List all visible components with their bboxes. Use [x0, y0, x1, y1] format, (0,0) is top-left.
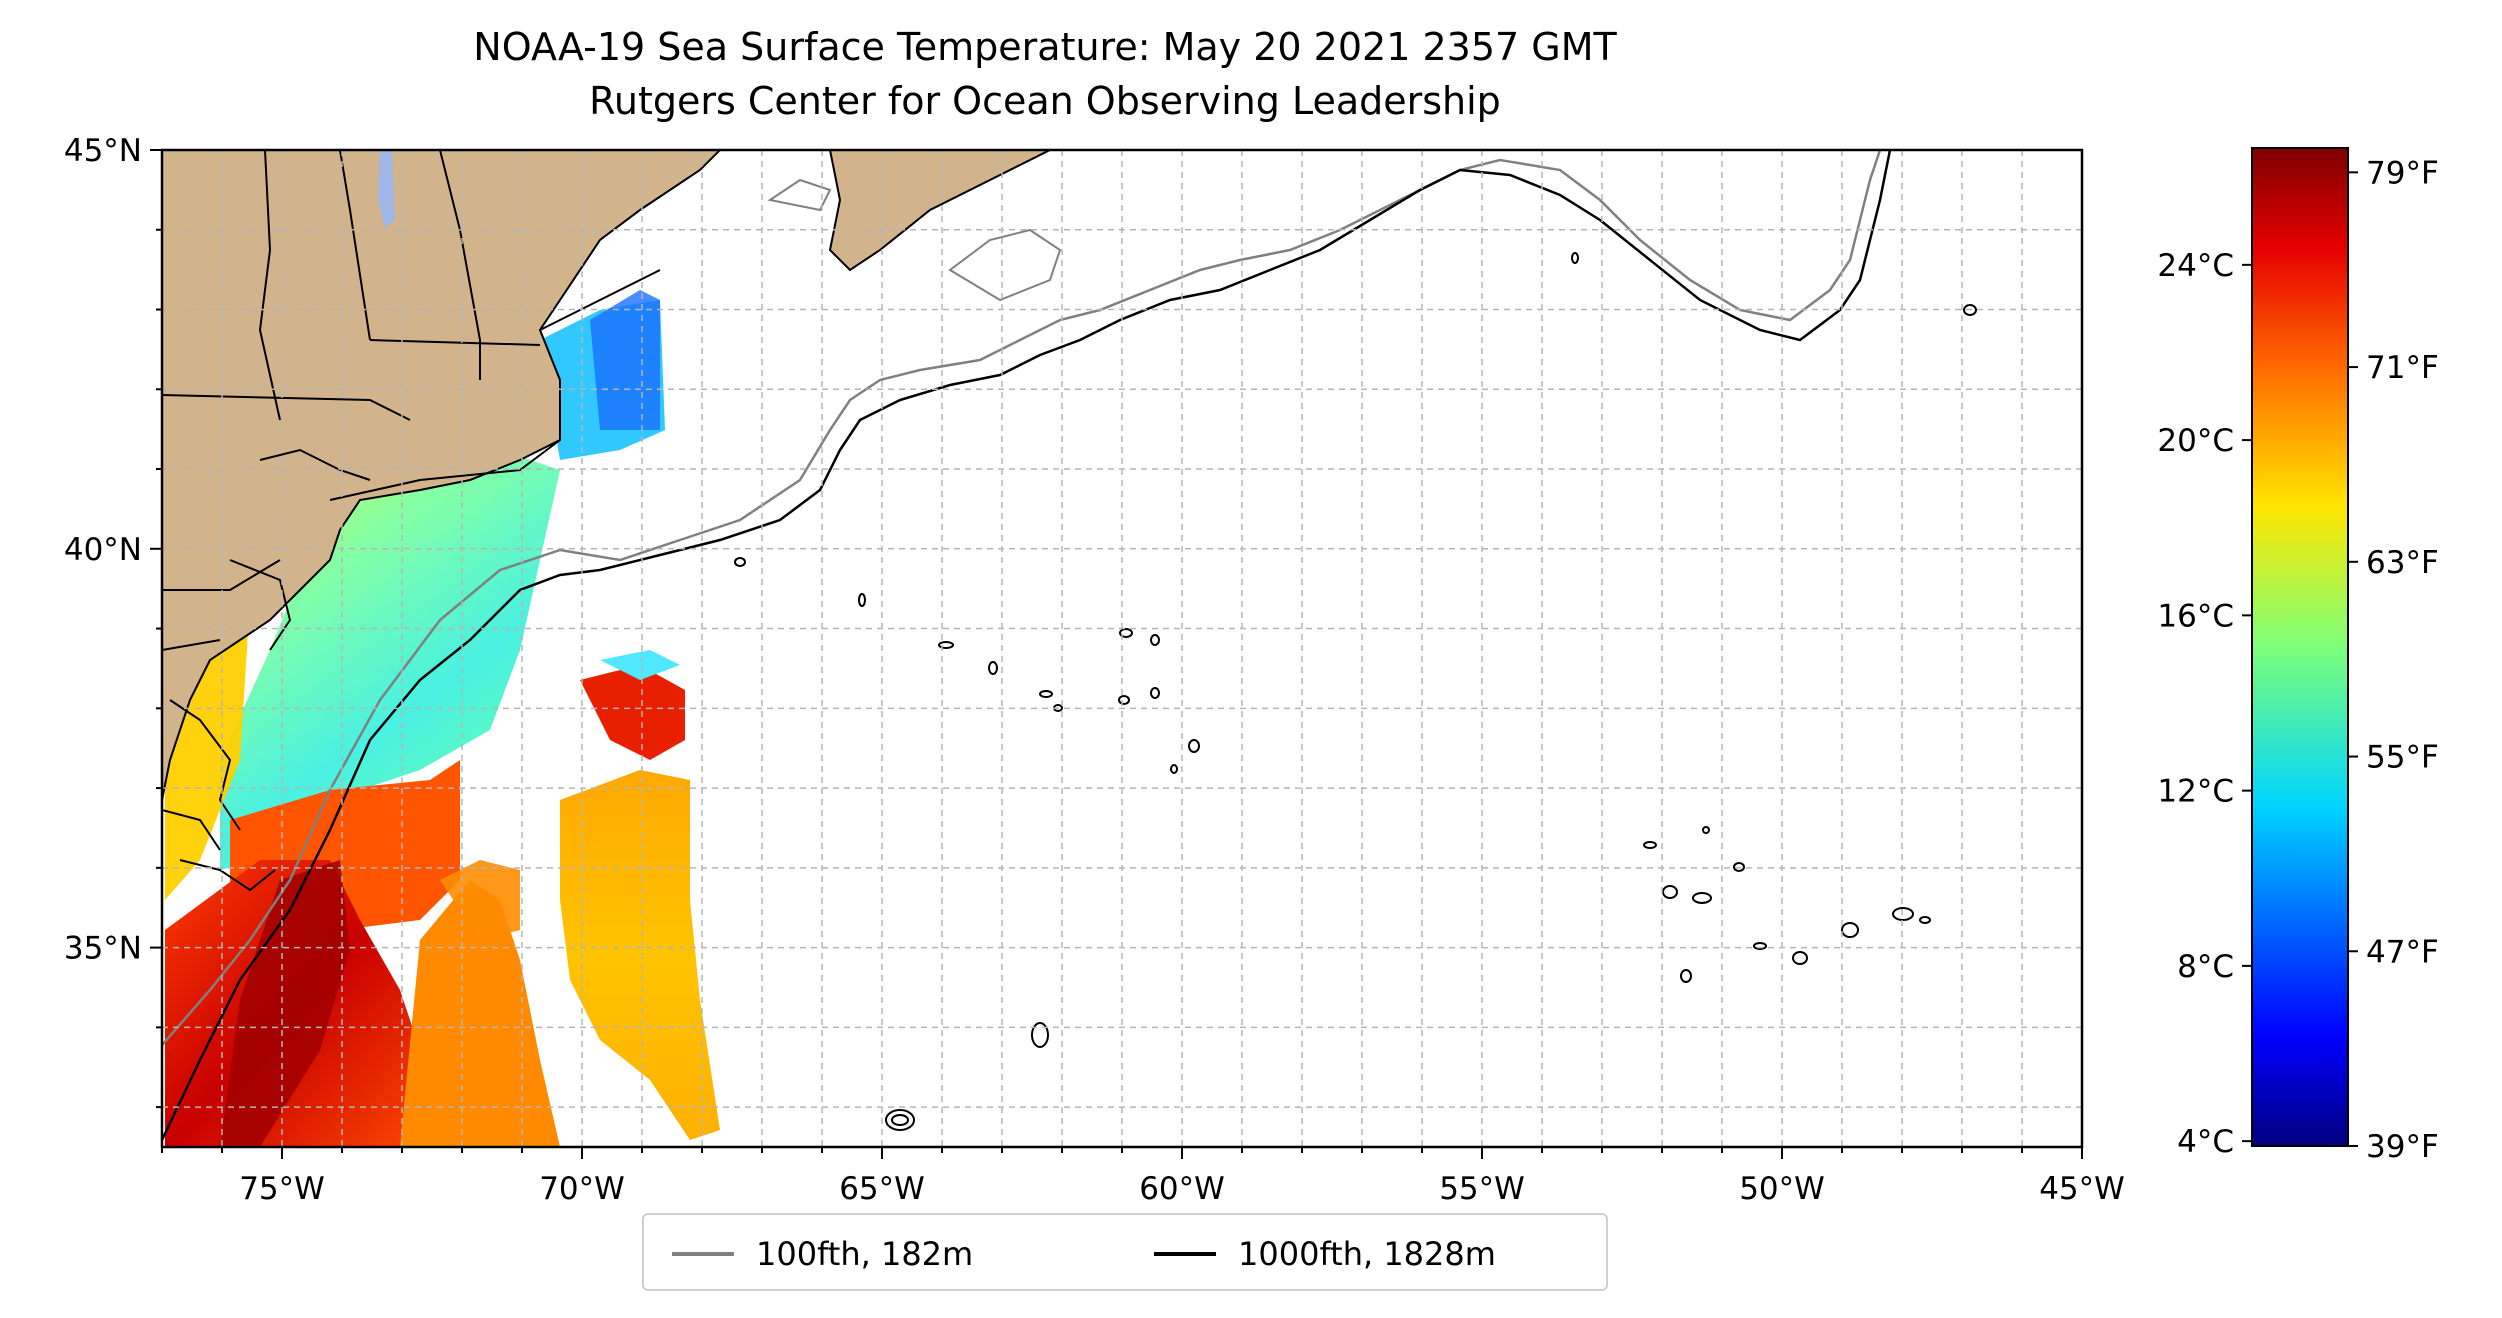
y-axis: 45°N 40°N 35°N — [64, 133, 162, 1109]
map-title: NOAA-19 Sea Surface Temperature: May 20 … — [473, 25, 1617, 69]
colorbar-celsius-label: 12°C — [2157, 774, 2234, 810]
isobath-100fth — [162, 150, 1882, 1046]
colorbar-celsius-axis: 24°C 20°C 16°C 12°C 8°C 4°C — [2157, 248, 2252, 1160]
colorbar: 24°C 20°C 16°C 12°C 8°C 4°C 79°F 71°F 63°F 55°F 4… — [2157, 147, 2439, 1165]
legend-line-black — [1154, 1252, 1216, 1256]
colorbar-fahrenheit-label: 47°F — [2366, 934, 2439, 970]
map-subtitle: Rutgers Center for Ocean Observing Leade… — [589, 79, 1501, 123]
isobath-legend: 100fth, 182m 1000fth, 1828m — [642, 1213, 1608, 1291]
state-borders — [162, 150, 541, 851]
colorbar-fahrenheit-label: 71°F — [2366, 350, 2439, 386]
lake-champlain — [378, 150, 395, 228]
x-tick-label: 65°W — [839, 1171, 925, 1207]
map-panel — [162, 150, 2082, 1147]
legend-item-100fth: 100fth, 182m — [672, 1215, 973, 1293]
x-tick-label: 45°W — [2039, 1171, 2125, 1207]
colorbar-celsius-label: 8°C — [2177, 949, 2234, 985]
colorbar-celsius-label: 20°C — [2157, 423, 2234, 459]
land-areas — [162, 150, 1051, 851]
gridlines — [162, 150, 2082, 1147]
legend-item-1000fth: 1000fth, 1828m — [1154, 1215, 1496, 1293]
colorbar-celsius-label: 4°C — [2177, 1124, 2234, 1160]
x-axis: 75°W 70°W 65°W 60°W 55°W 50°W 45°W — [161, 1147, 2125, 1207]
x-tick-label: 70°W — [539, 1171, 625, 1207]
seamounts — [734, 252, 1977, 1131]
colorbar-fahrenheit-label: 39°F — [2366, 1129, 2439, 1165]
colorbar-fahrenheit-label: 63°F — [2366, 545, 2439, 581]
legend-label-100fth: 100fth, 182m — [756, 1235, 974, 1273]
colorbar-fahrenheit-label: 55°F — [2366, 740, 2439, 776]
sst-imagery — [165, 210, 720, 1147]
x-tick-label: 60°W — [1139, 1171, 1225, 1207]
coastline-detail — [169, 269, 661, 892]
colorbar-fahrenheit-label: 79°F — [2366, 155, 2439, 191]
y-tick-label: 45°N — [64, 133, 142, 169]
colorbar-fahrenheit-axis: 79°F 71°F 63°F 55°F 47°F 39°F — [2348, 155, 2439, 1165]
legend-label-1000fth: 1000fth, 1828m — [1238, 1235, 1496, 1273]
legend-line-gray — [672, 1252, 734, 1256]
colorbar-gradient — [2252, 148, 2348, 1146]
x-tick-label: 75°W — [239, 1171, 325, 1207]
colorbar-celsius-label: 16°C — [2157, 598, 2234, 634]
colorbar-celsius-label: 24°C — [2157, 248, 2234, 284]
y-tick-label: 40°N — [64, 532, 142, 568]
x-tick-label: 50°W — [1739, 1171, 1825, 1207]
x-tick-label: 55°W — [1439, 1171, 1525, 1207]
y-tick-label: 35°N — [64, 931, 142, 967]
